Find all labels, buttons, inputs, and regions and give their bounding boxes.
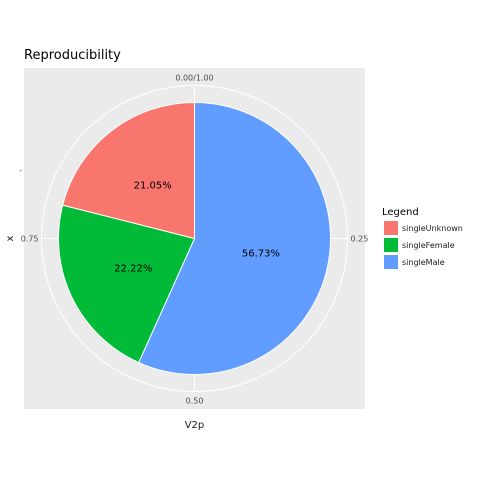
legend-swatch-singleFemale — [384, 238, 398, 252]
angle-tick-label: 0.75 — [21, 235, 39, 244]
legend-label-singleFemale: singleFemale — [402, 241, 455, 250]
angle-tick-label: 0.00/1.00 — [175, 74, 213, 83]
angle-tick-label: 0.50 — [186, 397, 204, 406]
legend-label-singleMale: singleMale — [402, 258, 445, 267]
slice-label-singleMale: 56.73% — [242, 248, 280, 259]
pie-slices — [58, 101, 331, 375]
legend-swatch-singleUnknown — [384, 221, 398, 235]
legend-label-singleUnknown: singleUnknown — [402, 224, 463, 233]
slice-label-singleUnknown: 21.05% — [134, 180, 172, 191]
angle-ticks: 0.00/1.00 0.25 0.50 0.75 — [21, 74, 369, 406]
legend-swatch-singleMale — [384, 255, 398, 269]
chart-title: Reproducibility — [24, 48, 121, 63]
pie-slice-singleMale — [138, 101, 331, 375]
y-axis-label: x — [5, 235, 16, 241]
slice-labels: 56.73% 22.22% 21.05% — [114, 180, 280, 274]
legend: Legend singleUnknown singleFemale singleMa… — [382, 207, 463, 269]
pie-slice-singleUnknown — [62, 101, 195, 240]
legend-title: Legend — [382, 207, 419, 218]
pie-slice-singleFemale — [58, 204, 196, 364]
slice-label-singleFemale: 22.22% — [114, 264, 152, 275]
y-axis-tick: - — [19, 166, 22, 175]
x-axis-label: V2p — [185, 420, 205, 431]
angle-tick-label: 0.25 — [351, 235, 369, 244]
